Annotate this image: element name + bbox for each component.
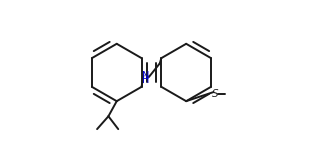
Text: N: N [142, 71, 150, 81]
Text: H: H [142, 75, 150, 85]
Text: S: S [212, 89, 219, 99]
